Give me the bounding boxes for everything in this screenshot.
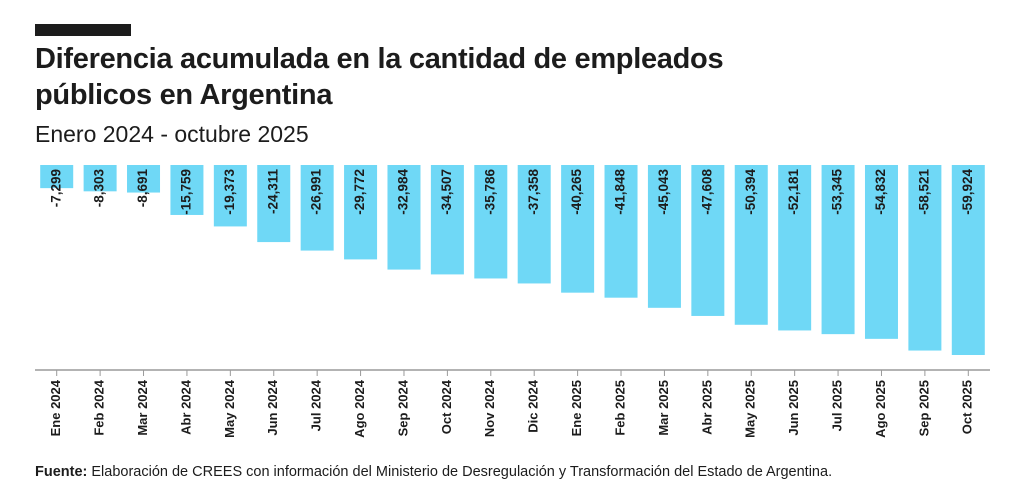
bar (170, 165, 204, 215)
bar (300, 165, 334, 251)
value-label: -53,345 (830, 169, 845, 215)
bar (561, 165, 595, 293)
value-label: -59,924 (960, 169, 975, 215)
x-tick-label: Ene 2024 (48, 379, 63, 436)
x-tick-label: Sep 2025 (916, 380, 931, 436)
value-label: -29,772 (352, 169, 367, 215)
value-label: -35,786 (482, 169, 497, 215)
value-label: -50,394 (743, 169, 758, 215)
bar (517, 165, 551, 284)
bar (604, 165, 638, 298)
value-label: -54,832 (873, 169, 888, 215)
source-text: Elaboración de CREES con información del… (91, 464, 832, 480)
x-tick-label: May 2024 (222, 379, 237, 438)
value-label: -19,373 (222, 169, 237, 215)
bar (344, 165, 378, 260)
x-tick-label: Dic 2024 (526, 379, 541, 433)
value-label: -45,043 (656, 169, 671, 215)
value-label: -47,608 (699, 169, 714, 215)
value-label: -41,848 (613, 169, 628, 215)
title-accent (35, 24, 131, 36)
x-tick-label: Mar 2024 (135, 379, 150, 435)
chart-title: Diferencia acumulada en la cantidad de e… (35, 43, 723, 111)
value-label: -7,299 (48, 169, 63, 207)
x-tick-label: Nov 2024 (482, 379, 497, 437)
value-label: -26,991 (309, 169, 324, 215)
bar (691, 165, 725, 316)
x-tick-label: Ago 2025 (873, 380, 888, 438)
bar (430, 165, 464, 275)
bar (734, 165, 768, 325)
x-tick-label: Mar 2025 (656, 380, 671, 436)
value-label: -34,507 (439, 169, 454, 215)
value-label: -32,984 (396, 169, 411, 215)
value-label: -40,265 (569, 169, 584, 215)
x-tick-label: Feb 2024 (92, 379, 107, 435)
x-tick-label: Jun 2024 (265, 379, 280, 435)
x-tick-label: Ene 2025 (569, 380, 584, 436)
x-tick-label: Oct 2025 (960, 380, 975, 434)
bar (951, 165, 985, 355)
x-tick-label: Abr 2025 (699, 380, 714, 435)
bar (83, 165, 117, 192)
x-tick-label: Ago 2024 (352, 379, 367, 438)
x-tick-label: Jul 2024 (309, 379, 324, 431)
x-tick-label: Oct 2024 (439, 379, 454, 434)
bar (213, 165, 247, 227)
x-tick-label: Feb 2025 (612, 380, 627, 436)
bar (778, 165, 812, 331)
x-tick-label: May 2025 (743, 380, 758, 438)
value-label: -8,303 (92, 169, 107, 208)
value-label: -8,691 (135, 169, 150, 208)
x-tick-label: Sep 2024 (395, 379, 410, 436)
bar (127, 165, 161, 193)
value-label: -52,181 (786, 169, 801, 215)
source-label: Fuente: (35, 464, 87, 480)
value-label: -58,521 (916, 169, 931, 215)
bar (864, 165, 898, 339)
bar (387, 165, 421, 270)
bar (647, 165, 681, 308)
bar (821, 165, 855, 335)
bar (474, 165, 508, 279)
bar (908, 165, 942, 351)
bar (40, 165, 74, 189)
source: Fuente: Elaboración de CREES con informa… (35, 464, 832, 480)
value-label: -37,358 (526, 169, 541, 215)
x-tick-label: Jun 2025 (786, 380, 801, 436)
x-tick-label: Abr 2024 (178, 379, 193, 435)
chart-subtitle: Enero 2024 - octubre 2025 (35, 121, 309, 147)
bar (257, 165, 291, 243)
x-tick-label: Jul 2025 (830, 380, 845, 431)
value-label: -24,311 (265, 169, 280, 215)
value-label: -15,759 (178, 169, 193, 215)
